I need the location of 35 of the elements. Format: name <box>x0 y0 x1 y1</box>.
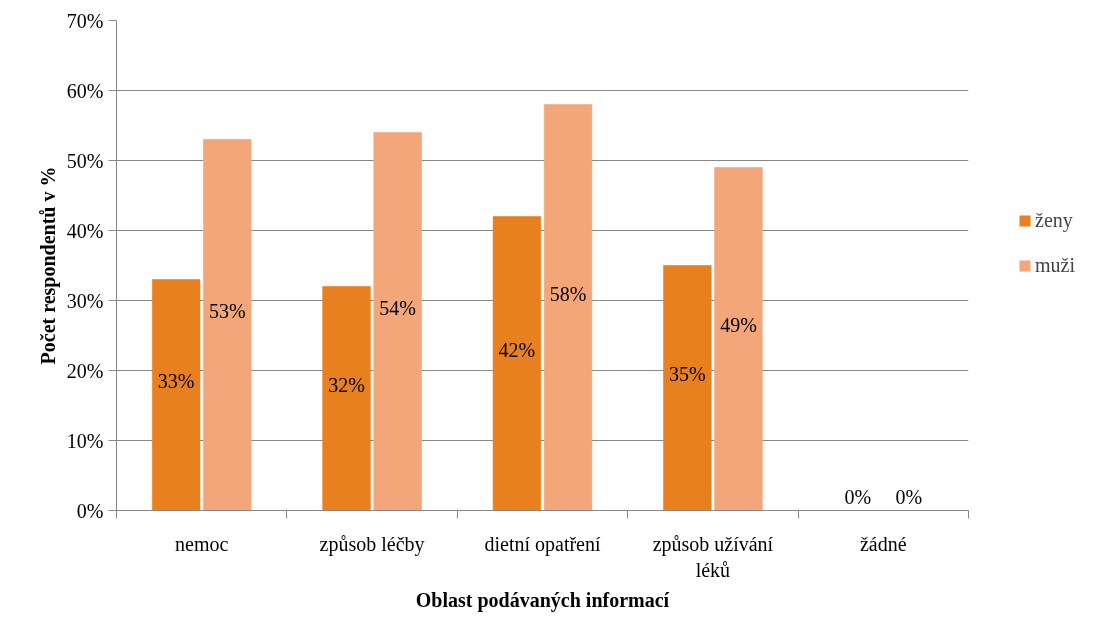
data-label: 58% <box>549 282 587 305</box>
data-label: 35% <box>669 363 706 385</box>
bar <box>492 216 542 511</box>
y-tick-label: 0% <box>76 499 104 522</box>
bar <box>202 139 252 511</box>
y-axis-title: Počet respondentů v % <box>36 166 60 365</box>
bar <box>662 265 712 511</box>
bar <box>151 279 201 511</box>
bar <box>714 167 763 511</box>
y-tick-label: 20% <box>66 359 104 382</box>
data-label: 49% <box>720 314 757 336</box>
x-tick-label: nemoc <box>175 532 229 555</box>
bar <box>543 104 593 511</box>
data-label: 0% <box>895 485 923 508</box>
data-label: 33% <box>157 370 195 392</box>
y-tick-label: 70% <box>66 9 104 32</box>
x-axis-title: Oblast podávaných informací <box>415 588 670 612</box>
legend-label: ženy <box>1035 209 1073 232</box>
y-tick-label: 60% <box>66 79 104 102</box>
bar <box>322 286 371 511</box>
x-tick-label: způsob užívání léků <box>652 532 774 581</box>
x-tick-label: žádné <box>859 532 907 555</box>
data-label: 53% <box>208 300 246 322</box>
bar <box>373 132 423 511</box>
data-label: 32% <box>328 373 365 396</box>
legend-label: muži <box>1035 254 1075 277</box>
data-label: 0% <box>844 485 872 508</box>
y-tick-label: 40% <box>66 219 104 242</box>
y-tick-label: 10% <box>66 429 104 452</box>
y-tick-label: 30% <box>66 289 104 312</box>
x-tick-label: způsob léčby <box>319 532 425 556</box>
data-label: 42% <box>498 338 536 361</box>
data-label: 54% <box>379 296 416 319</box>
x-tick-label: dietní opatření <box>484 532 601 556</box>
y-tick-label: 50% <box>66 149 104 172</box>
